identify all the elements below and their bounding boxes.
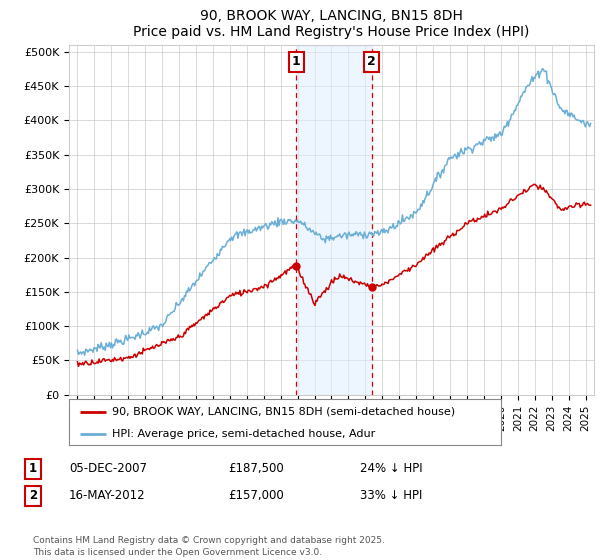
Text: £157,000: £157,000 [228,489,284,502]
Text: Contains HM Land Registry data © Crown copyright and database right 2025.
This d: Contains HM Land Registry data © Crown c… [33,536,385,557]
Bar [296,45,371,395]
Text: 2: 2 [367,55,376,68]
Text: £187,500: £187,500 [228,462,284,475]
Text: HPI: Average price, semi-detached house, Adur: HPI: Average price, semi-detached house,… [112,428,376,438]
Text: 16-MAY-2012: 16-MAY-2012 [69,489,146,502]
Text: 05-DEC-2007: 05-DEC-2007 [69,462,147,475]
Text: 2: 2 [29,489,37,502]
Title: 90, BROOK WAY, LANCING, BN15 8DH
Price paid vs. HM Land Registry's House Price I: 90, BROOK WAY, LANCING, BN15 8DH Price p… [133,10,530,39]
Text: 90, BROOK WAY, LANCING, BN15 8DH (semi-detached house): 90, BROOK WAY, LANCING, BN15 8DH (semi-d… [112,407,455,417]
Text: 1: 1 [29,462,37,475]
Text: 1: 1 [292,55,301,68]
Text: 33% ↓ HPI: 33% ↓ HPI [360,489,422,502]
Text: 24% ↓ HPI: 24% ↓ HPI [360,462,422,475]
